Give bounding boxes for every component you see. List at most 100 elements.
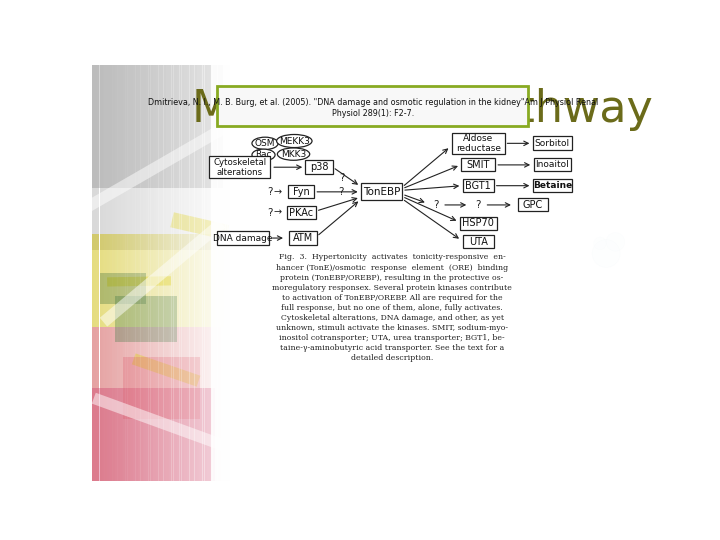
Bar [173, 234, 174, 327]
Bar [178, 65, 179, 249]
Bar [117, 65, 118, 249]
Bar [172, 234, 173, 327]
Bar [202, 65, 203, 249]
Bar [243, 65, 244, 249]
Bar [210, 65, 212, 481]
Bar [139, 234, 140, 327]
Bar [107, 276, 171, 287]
Bar [183, 327, 184, 481]
Bar [138, 65, 139, 249]
Bar [215, 65, 216, 249]
Bar [200, 234, 201, 327]
Bar [187, 327, 188, 481]
Bar [245, 327, 246, 481]
Bar [118, 65, 119, 249]
Bar [99, 65, 100, 249]
Bar [97, 65, 98, 249]
Bar [165, 327, 166, 481]
Bar [143, 327, 144, 481]
Bar [186, 327, 187, 481]
Bar [93, 65, 94, 249]
Bar [127, 65, 130, 481]
Bar [135, 65, 138, 481]
Bar [226, 327, 227, 481]
Bar [133, 65, 134, 249]
Bar [232, 327, 233, 481]
Bar [208, 234, 209, 327]
Bar [153, 234, 154, 327]
Bar [209, 234, 210, 327]
Bar [110, 65, 111, 249]
Bar [111, 65, 112, 249]
Bar [220, 327, 221, 481]
Bar [244, 234, 245, 327]
Bar [128, 65, 129, 249]
Bar [99, 234, 100, 327]
Bar [198, 234, 199, 327]
Bar [98, 234, 99, 327]
Bar [233, 234, 234, 327]
Text: Sorbitol: Sorbitol [535, 139, 570, 148]
Bar [105, 65, 106, 249]
Bar [237, 327, 238, 481]
Bar [162, 327, 163, 481]
Bar [105, 234, 106, 327]
Text: Aldose
reductase: Aldose reductase [456, 133, 501, 153]
Bar [95, 234, 96, 327]
Bar [204, 65, 205, 249]
Text: Rac: Rac [256, 151, 271, 159]
Bar [237, 234, 238, 327]
Bar [112, 234, 113, 327]
Bar [131, 234, 132, 327]
Ellipse shape [252, 137, 278, 150]
Bar [206, 65, 207, 249]
Bar [212, 234, 213, 327]
Bar [115, 327, 116, 481]
Bar [92, 388, 215, 481]
Text: UTA: UTA [469, 237, 487, 247]
Bar [132, 327, 133, 481]
Bar [220, 234, 221, 327]
Bar [233, 65, 235, 481]
Bar [137, 65, 138, 249]
Bar [171, 65, 172, 249]
Bar [232, 65, 233, 249]
FancyBboxPatch shape [534, 158, 571, 171]
Bar [112, 65, 113, 249]
Bar [143, 65, 144, 249]
Bar [118, 327, 119, 481]
Bar [217, 327, 218, 481]
Bar [177, 65, 178, 249]
Bar [187, 234, 188, 327]
Bar [210, 234, 211, 327]
Bar [205, 65, 206, 249]
Bar [219, 234, 220, 327]
Bar [93, 327, 94, 481]
Bar [228, 65, 229, 249]
Bar [129, 327, 130, 481]
Bar [121, 234, 122, 327]
Bar [120, 234, 121, 327]
Bar [142, 327, 143, 481]
Bar [202, 65, 205, 481]
Bar [233, 65, 234, 249]
Bar [149, 327, 150, 481]
Bar [200, 65, 201, 249]
Bar [177, 327, 178, 481]
Bar [140, 65, 143, 481]
Bar [216, 65, 217, 249]
Bar [156, 327, 157, 481]
Bar [159, 65, 160, 249]
Bar [184, 65, 187, 481]
Bar [201, 327, 202, 481]
Bar [100, 65, 101, 249]
Bar [151, 327, 152, 481]
FancyBboxPatch shape [533, 179, 572, 192]
FancyBboxPatch shape [288, 185, 315, 198]
Bar [219, 65, 220, 249]
Bar [211, 234, 212, 327]
Bar [242, 234, 243, 327]
Bar [141, 234, 142, 327]
Bar [172, 65, 173, 249]
Bar [168, 65, 170, 249]
